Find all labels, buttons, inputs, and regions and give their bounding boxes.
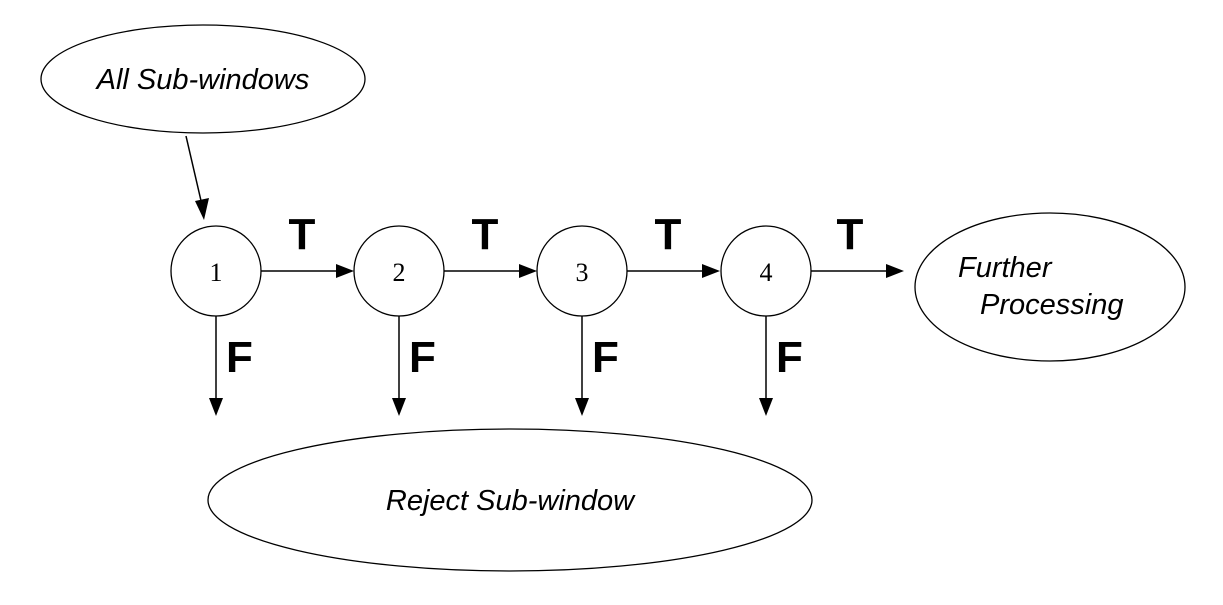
entry-arrow-line [185, 135, 203, 206]
stage-2-false-arrowhead [392, 398, 406, 416]
stage-4-true-label: T [837, 210, 864, 259]
stage-2-label: 2 [393, 258, 406, 287]
further-processing-ellipse [914, 212, 1186, 362]
further-processing-line1: Further [958, 252, 1053, 284]
all-subwindows-label: All Sub-windows [95, 64, 310, 96]
all-subwindows-ellipse [40, 24, 366, 134]
stage-4-true-arrowhead [886, 264, 904, 278]
stage-4-false-label: F [776, 333, 803, 382]
stage-4-label: 4 [760, 258, 773, 287]
stage-1-label: 1 [210, 258, 223, 287]
stage-4-false-arrowhead [759, 398, 773, 416]
stage-3-true-label: T [655, 210, 682, 259]
stage-1-true-label: T [289, 210, 316, 259]
entry-arrow-head [195, 198, 209, 220]
stage-1-false-arrowhead [209, 398, 223, 416]
stage-1-true-arrowhead [336, 264, 354, 278]
stage-3-false-label: F [592, 333, 619, 382]
stage-2-true-label: T [472, 210, 499, 259]
reject-subwindow-label: Reject Sub-window [386, 485, 636, 517]
further-processing-line2: Processing [980, 289, 1123, 321]
stage-2-true-arrowhead [519, 264, 537, 278]
stage-3-label: 3 [576, 258, 589, 287]
reject-subwindow-ellipse [207, 428, 813, 572]
stage-3-false-arrowhead [575, 398, 589, 416]
stage-3-true-arrowhead [702, 264, 720, 278]
stage-1-false-label: F [226, 333, 253, 382]
stage-2-false-label: F [409, 333, 436, 382]
